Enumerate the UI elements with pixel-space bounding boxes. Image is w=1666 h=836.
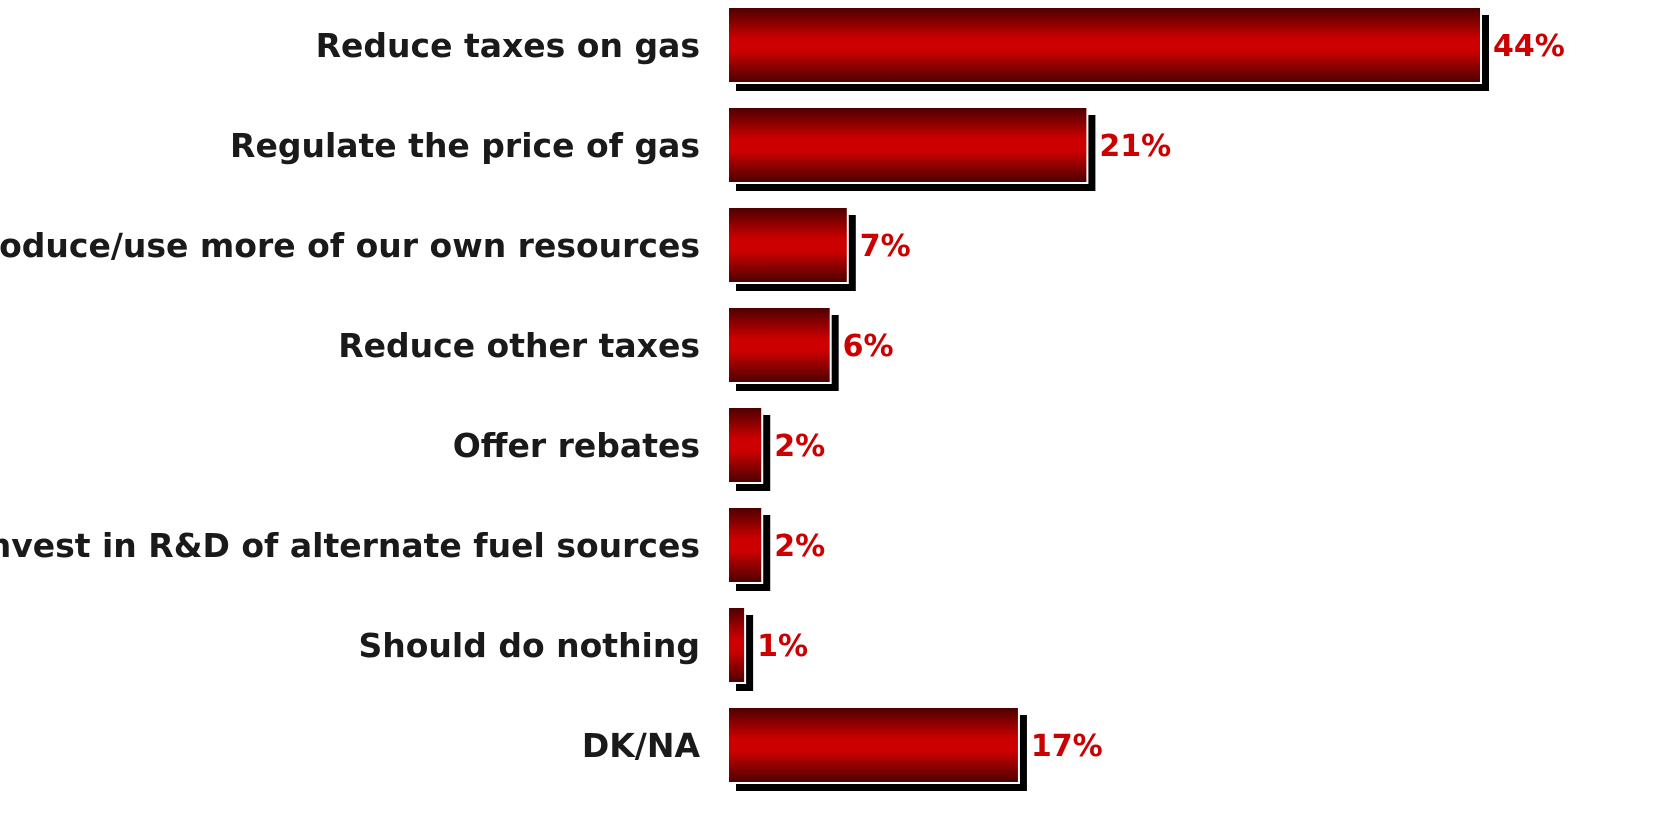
bar-row-regulate-the-price-of-gas: Regulate the price of gas 21% bbox=[230, 106, 1171, 191]
bar-should-do-nothing bbox=[727, 606, 747, 684]
value-label-should-do-nothing: 1% bbox=[757, 629, 808, 664]
category-label-dk-na: DK/NA bbox=[582, 726, 701, 765]
category-label-should-do-nothing: Should do nothing bbox=[359, 626, 701, 665]
bar-reduce-other-taxes bbox=[727, 306, 832, 384]
category-label-reduce-taxes-on-gas: Reduce taxes on gas bbox=[316, 26, 700, 65]
bar-row-reduce-taxes-on-gas: Reduce taxes on gas 44% bbox=[316, 6, 1565, 91]
category-label-reduce-other-taxes: Reduce other taxes bbox=[338, 326, 700, 365]
value-label-invest-in-randd-of-alternate-fuel-sources: 2% bbox=[774, 529, 825, 564]
value-label-dk-na: 17% bbox=[1031, 729, 1103, 764]
bar-row-offer-rebates: Offer rebates 2% bbox=[453, 406, 825, 491]
value-label-produce-use-more-of-our-own-resources: 7% bbox=[860, 229, 911, 264]
bar-row-should-do-nothing: Should do nothing 1% bbox=[359, 606, 808, 691]
bar-invest-in-randd-of-alternate-fuel-sources bbox=[727, 506, 764, 584]
bar-row-reduce-other-taxes: Reduce other taxes 6% bbox=[338, 306, 894, 391]
category-label-produce-use-more-of-our-own-resources: Produce/use more of our own resources bbox=[0, 226, 700, 265]
value-label-offer-rebates: 2% bbox=[774, 429, 825, 464]
bar-row-dk-na: DK/NA 17% bbox=[582, 706, 1103, 791]
bar-produce-use-more-of-our-own-resources bbox=[727, 206, 849, 284]
bars-layer: Reduce taxes on gas 44% Regulate the price… bbox=[0, 6, 1565, 791]
bar-reduce-taxes-on-gas bbox=[727, 6, 1482, 84]
category-label-regulate-the-price-of-gas: Regulate the price of gas bbox=[230, 126, 700, 165]
bar-dk-na bbox=[727, 706, 1020, 784]
bar-row-produce-use-more-of-our-own-resources: Produce/use more of our own resources 7% bbox=[0, 206, 911, 291]
value-label-reduce-other-taxes: 6% bbox=[843, 329, 894, 364]
value-label-regulate-the-price-of-gas: 21% bbox=[1099, 129, 1171, 164]
bar-row-invest-in-randd-of-alternate-fuel-sources: Invest in R&D of alternate fuel sources 2… bbox=[0, 506, 825, 591]
bar-regulate-the-price-of-gas bbox=[727, 106, 1089, 184]
category-label-invest-in-randd-of-alternate-fuel-sources: Invest in R&D of alternate fuel sources bbox=[0, 526, 700, 565]
category-label-offer-rebates: Offer rebates bbox=[453, 426, 700, 465]
bar-offer-rebates bbox=[727, 406, 764, 484]
value-label-reduce-taxes-on-gas: 44% bbox=[1493, 29, 1565, 64]
